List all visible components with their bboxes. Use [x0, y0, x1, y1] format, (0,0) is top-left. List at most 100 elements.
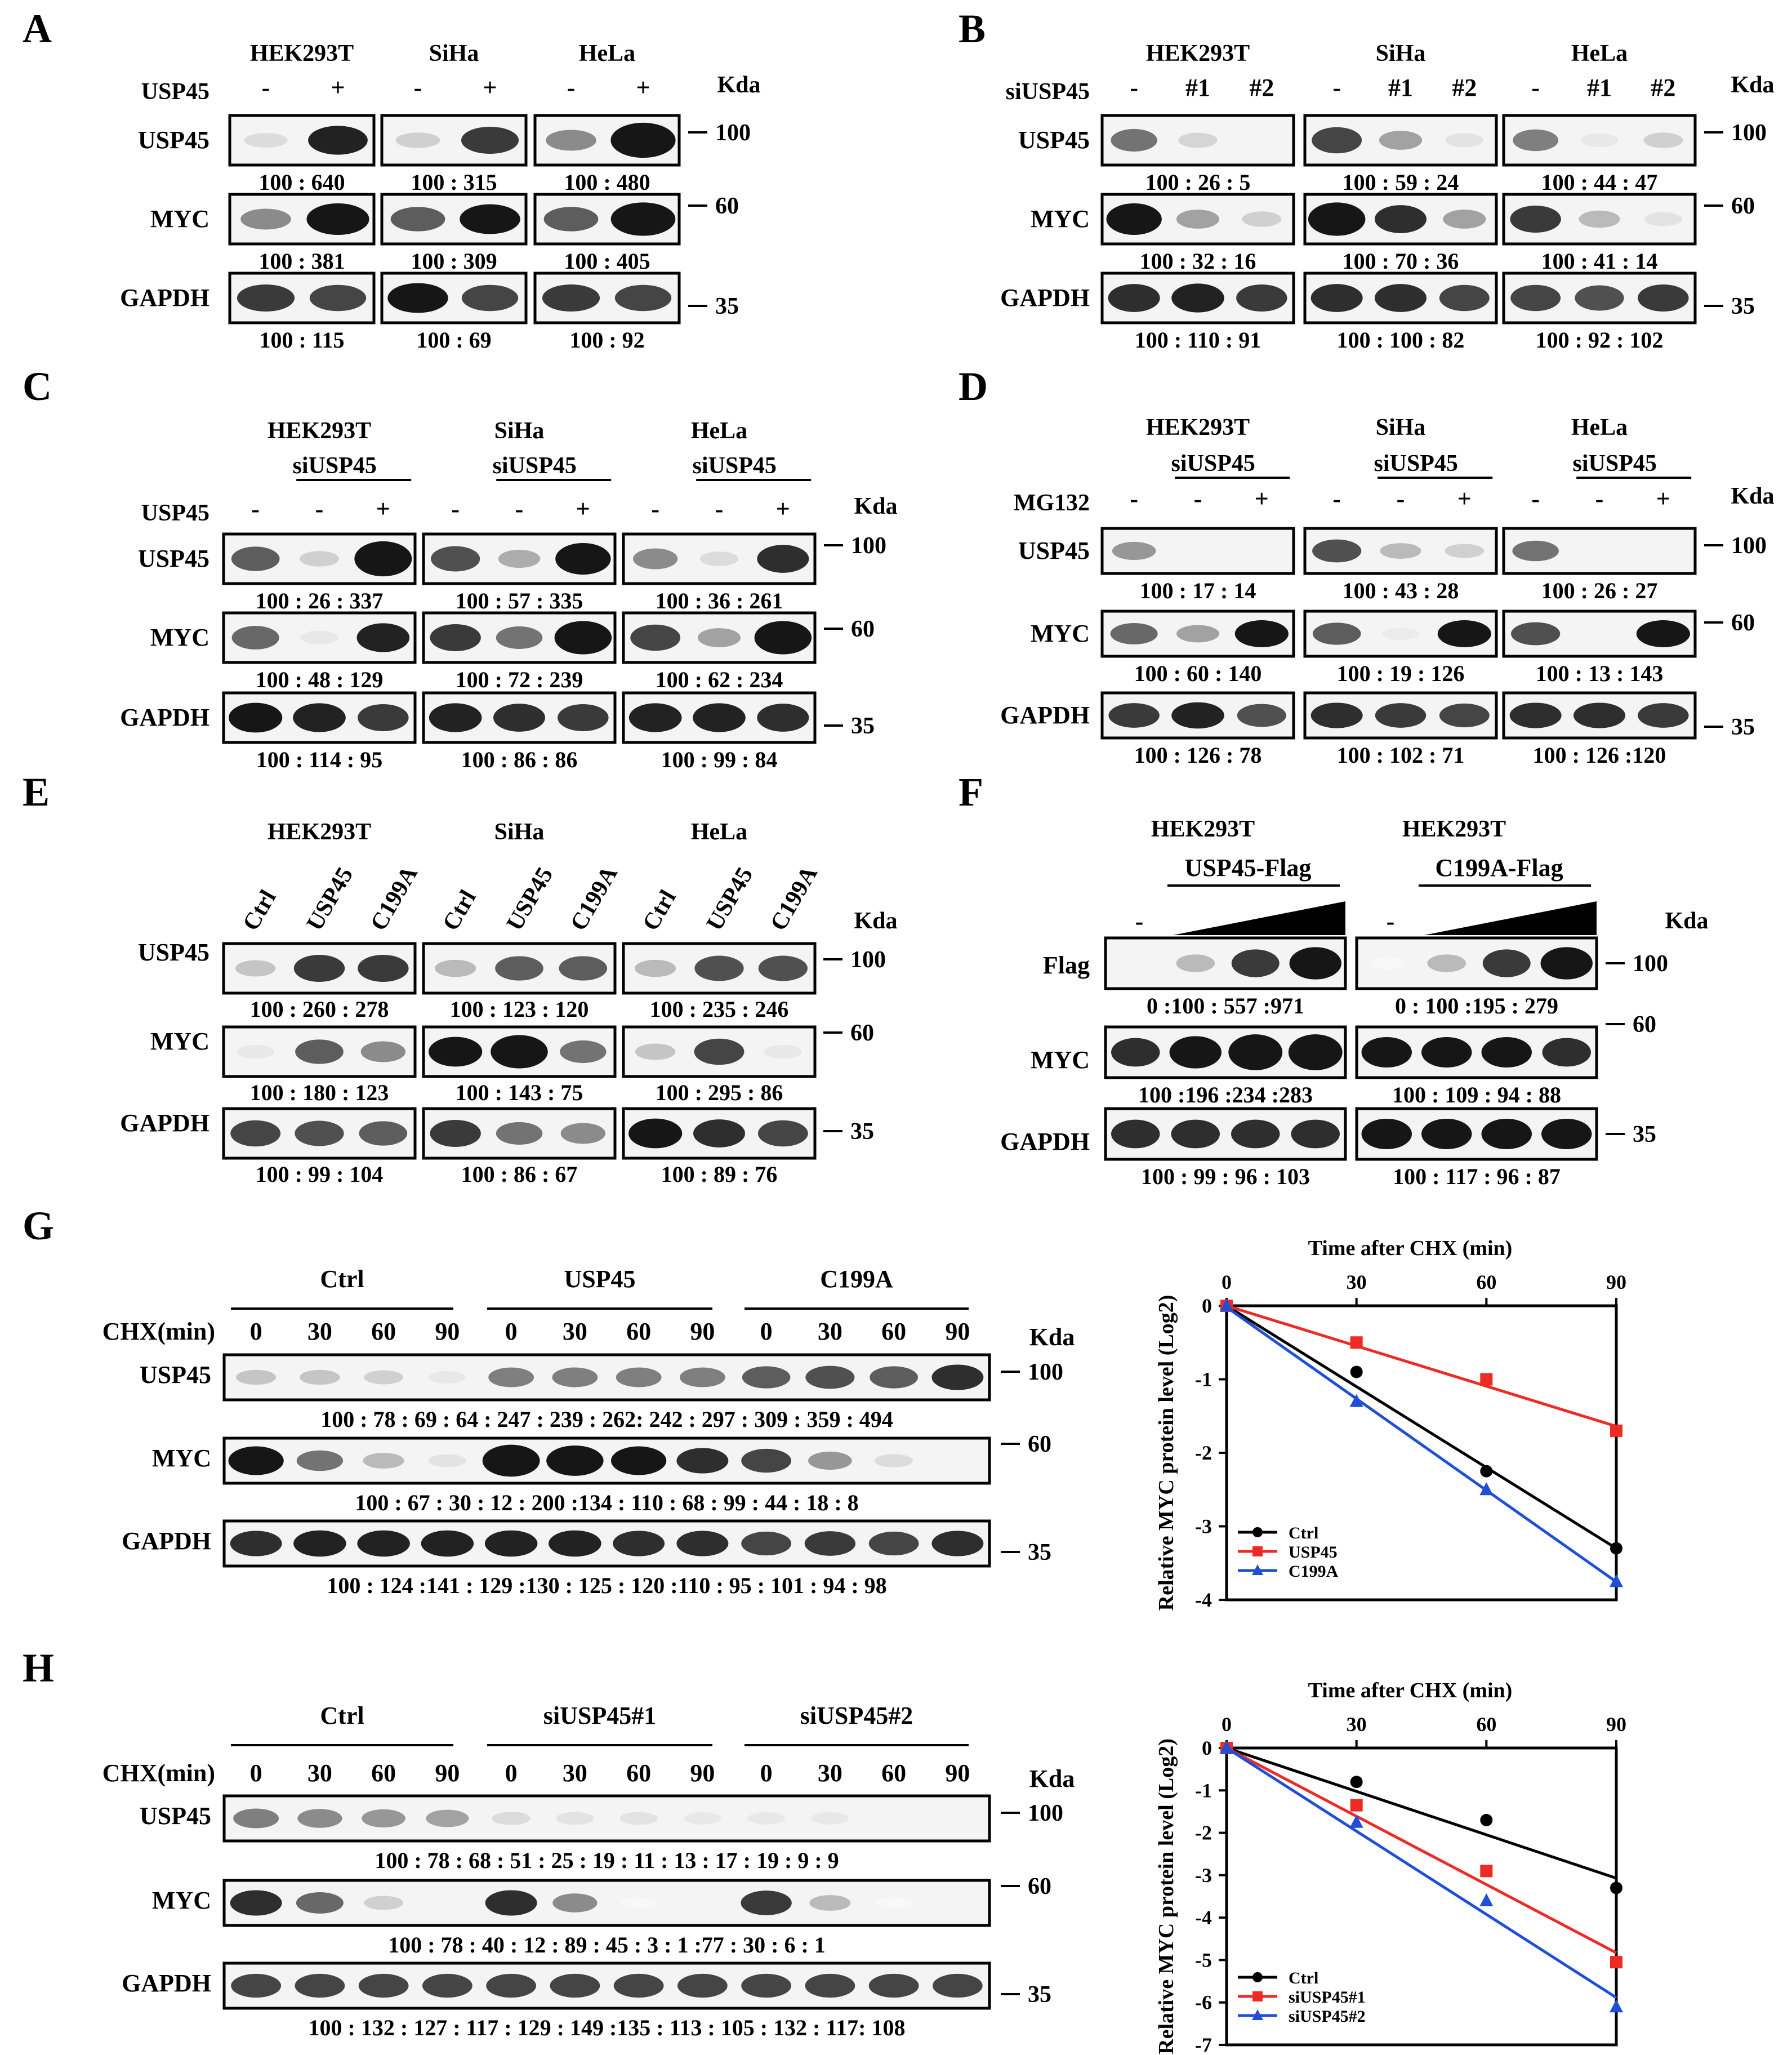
quantification: 100 : 86 : 67 [461, 1162, 578, 1187]
time-label: 30 [563, 1759, 587, 1787]
band [1482, 949, 1531, 977]
band [1176, 954, 1215, 972]
data-point [1480, 1465, 1493, 1478]
band [1369, 957, 1404, 970]
blot-usp45-0 [222, 942, 417, 995]
quantification: 100 : 57 : 335 [456, 588, 583, 613]
cell-line-label: HEK293T [1402, 816, 1506, 842]
band [610, 202, 676, 236]
band [430, 624, 481, 652]
band [1540, 947, 1593, 980]
band [552, 1367, 598, 1387]
band [1110, 623, 1158, 644]
band [491, 1035, 548, 1069]
band [295, 1120, 344, 1146]
cell-line-label: HeLa [1571, 415, 1628, 441]
treatment-sign: + [331, 74, 345, 101]
quantification: 100 : 69 [416, 327, 491, 353]
x-tick-label: 30 [1347, 1271, 1367, 1293]
blot-gapdh-2 [622, 1107, 817, 1160]
data-point [1349, 1814, 1363, 1828]
band [808, 1451, 852, 1470]
quantification: 100 : 114 : 95 [256, 747, 382, 772]
band [1310, 702, 1363, 728]
time-label: 60 [626, 1759, 651, 1787]
band [1427, 954, 1466, 972]
band [676, 1448, 729, 1474]
quantification: 100 : 132 : 127 : 117 : 129 : 149 :135 :… [309, 2015, 906, 2040]
band [758, 955, 808, 981]
band [747, 1812, 785, 1825]
panel-label: A [23, 6, 52, 51]
time-label: 90 [435, 1759, 460, 1787]
quantification: 100 : 381 [258, 248, 345, 274]
mw-marker: 100 [1731, 533, 1767, 559]
lane-label: C199A [765, 861, 823, 935]
blot-usp45-0 [1100, 114, 1295, 167]
band [1575, 285, 1624, 311]
band [679, 1367, 725, 1387]
cell-line-label: HEK293T [250, 41, 354, 66]
blot-usp45 [222, 1353, 991, 1402]
panel-label: C [23, 364, 52, 409]
panel-label: H [23, 1645, 54, 1691]
band [1513, 129, 1559, 152]
treatment-sign: - [1595, 485, 1604, 513]
data-point [1610, 1424, 1622, 1437]
treatment-sign: + [776, 495, 790, 523]
band [296, 1892, 344, 1914]
band [699, 551, 739, 566]
treatment-sign: - [567, 74, 576, 101]
band [364, 1370, 404, 1385]
band [356, 623, 410, 652]
blot-gapdh-0 [1100, 272, 1295, 324]
data-point [1479, 1893, 1494, 1907]
band [297, 1809, 342, 1828]
band [694, 1038, 745, 1065]
band [1171, 702, 1224, 729]
data-point [1350, 1776, 1363, 1789]
plot-frame [1225, 1746, 1618, 2047]
band [1236, 284, 1287, 312]
quantification: 0 :100 : 557 :971 [1147, 993, 1304, 1018]
treatment-sign: + [1656, 485, 1670, 513]
blot-myc-0 [228, 193, 376, 246]
blot-myc-0 [1100, 193, 1295, 246]
kda-label: Kda [1665, 908, 1708, 934]
band [1111, 1119, 1160, 1149]
legend-label: Ctrl [1289, 1524, 1318, 1542]
data-point [1480, 1813, 1493, 1826]
quantification: 100 : 309 [411, 248, 497, 274]
time-label: 90 [690, 1318, 715, 1345]
band [939, 1812, 976, 1825]
time-label: 0 [760, 1318, 773, 1345]
mw-marker: 100 [1731, 120, 1767, 146]
legend-label: siUSP45#2 [1289, 2007, 1366, 2026]
construct-label: USP45-Flag [1185, 854, 1312, 882]
band [486, 1973, 537, 1998]
band [870, 1366, 918, 1389]
band [549, 1530, 601, 1557]
band [628, 1118, 683, 1149]
band [1106, 203, 1162, 235]
band [1644, 212, 1682, 226]
blot-usp45-1 [1303, 114, 1498, 167]
blot-usp45-1 [380, 114, 528, 167]
mw-marker: 100 [850, 947, 886, 973]
treatment-sign: - [715, 495, 724, 523]
blot-myc-2 [1502, 193, 1697, 246]
band [492, 1812, 531, 1825]
cell-line-label: SiHa [1376, 41, 1426, 66]
quantification: 100 : 67 : 30 : 12 : 200 :134 : 110 : 68… [355, 1490, 858, 1515]
band [1512, 540, 1559, 562]
quantification: 100 : 640 [258, 170, 345, 195]
mw-marker: 35 [850, 1119, 874, 1145]
quantification: 100 : 26 : 5 [1145, 170, 1251, 195]
band [421, 1530, 474, 1557]
band [619, 1812, 658, 1825]
fit-line-1 [1226, 1304, 1617, 1428]
band [1445, 544, 1485, 558]
band [610, 1446, 667, 1475]
quantification: 100 : 62 : 234 [656, 667, 783, 692]
blot-gapdh [222, 1519, 991, 1568]
